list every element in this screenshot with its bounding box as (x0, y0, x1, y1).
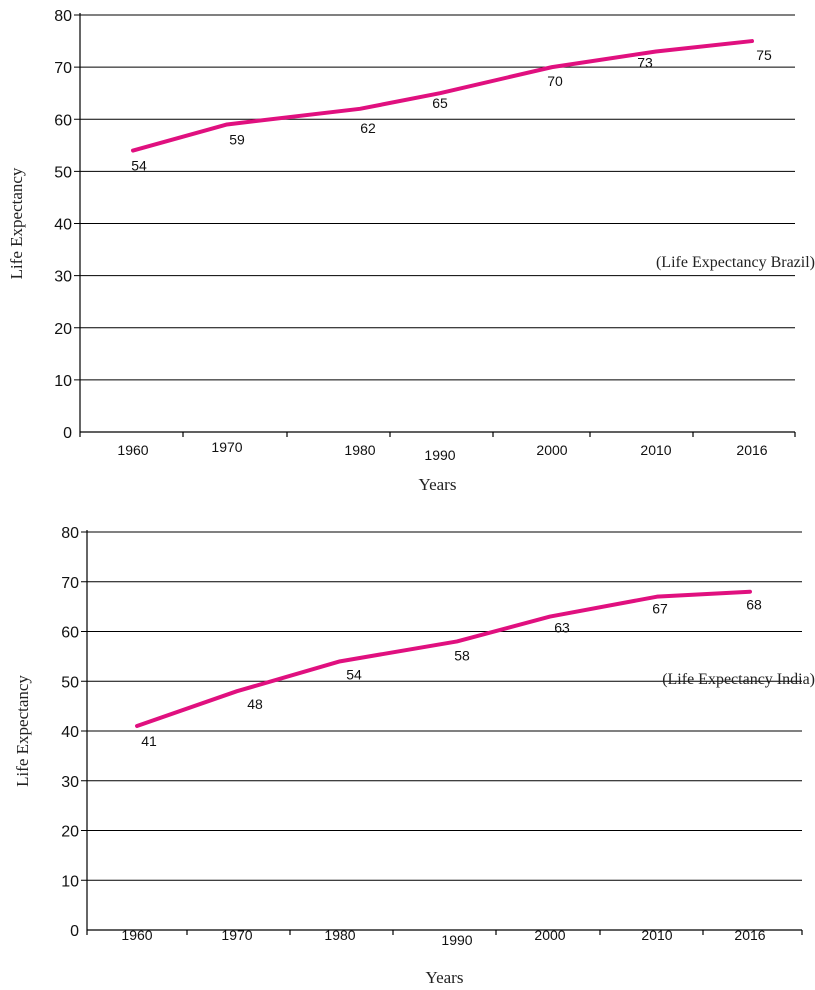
brazil-y-tick-label: 60 (54, 112, 72, 129)
brazil-y-tick-label: 50 (54, 164, 72, 181)
india-series-annotation: (Life Expectancy India) (662, 671, 815, 688)
brazil-x-tick-label: 1990 (424, 447, 455, 463)
brazil-x-axis-title: Years (419, 475, 457, 494)
chart-india-svg: 0 10 20 30 40 50 60 70 80 1960 1970 1980 1990 2000 201… (13, 525, 815, 987)
chart-brazil: 0 10 20 30 40 50 60 70 80 1960 1970 1980 1990 2000 201… (7, 8, 815, 494)
india-x-tick-label: 1970 (221, 927, 252, 943)
india-data-label: 63 (554, 620, 570, 636)
brazil-data-label: 75 (756, 47, 772, 63)
brazil-y-tick-label: 20 (54, 321, 72, 338)
brazil-x-tick-label: 1970 (211, 439, 242, 455)
brazil-y-tick-label: 10 (54, 373, 72, 390)
brazil-y-tick-label: 80 (54, 8, 72, 25)
india-y-axis-title: Life Expectancy (13, 675, 32, 787)
brazil-series-annotation: (Life Expectancy Brazil) (656, 254, 815, 271)
india-data-label: 68 (746, 597, 762, 613)
brazil-y-tick-label: 0 (63, 425, 72, 442)
india-x-tick-label: 1960 (121, 927, 152, 943)
india-x-tick-label: 2016 (734, 927, 765, 943)
india-x-tick-label: 1980 (324, 927, 355, 943)
india-y-tick-label: 10 (61, 873, 79, 890)
india-x-tick-label: 2000 (534, 927, 565, 943)
india-data-label: 58 (454, 647, 470, 663)
india-y-tick-label: 80 (61, 525, 79, 542)
india-y-tick-label: 20 (61, 824, 79, 841)
india-y-tick-label: 70 (61, 575, 79, 592)
chart-india: 0 10 20 30 40 50 60 70 80 1960 1970 1980 1990 2000 201… (0, 520, 815, 990)
india-x-tick-label: 1990 (441, 932, 472, 948)
brazil-x-tick-label: 2010 (640, 442, 671, 458)
brazil-x-tick-label: 2000 (536, 442, 567, 458)
brazil-x-tick-label: 1960 (117, 442, 148, 458)
brazil-y-tick-label: 70 (54, 60, 72, 77)
brazil-y-axis-title: Life Expectancy (7, 167, 26, 279)
india-data-label: 41 (141, 733, 157, 749)
india-x-axis-title: Years (426, 968, 464, 987)
india-data-label: 48 (247, 696, 263, 712)
brazil-data-label: 70 (547, 73, 563, 89)
india-y-tick-label: 30 (61, 774, 79, 791)
india-y-tick-label: 0 (70, 923, 79, 940)
brazil-data-label: 54 (131, 158, 147, 174)
india-y-tick-label: 50 (61, 674, 79, 691)
brazil-x-tick-label: 2016 (736, 442, 767, 458)
india-y-tick-label: 60 (61, 625, 79, 642)
india-y-tick-label: 40 (61, 724, 79, 741)
brazil-y-tick-label: 40 (54, 217, 72, 234)
india-data-label: 54 (346, 666, 362, 682)
brazil-data-label: 59 (229, 131, 245, 147)
brazil-y-tick-label: 30 (54, 269, 72, 286)
brazil-x-tick-label: 1980 (344, 442, 375, 458)
india-data-label: 67 (652, 601, 668, 617)
india-x-tick-label: 2010 (641, 927, 672, 943)
chart-brazil-svg: 0 10 20 30 40 50 60 70 80 1960 1970 1980 1990 2000 201… (7, 8, 815, 494)
brazil-data-label: 62 (360, 120, 376, 136)
brazil-data-label: 65 (432, 95, 448, 111)
brazil-data-label: 73 (637, 54, 653, 70)
